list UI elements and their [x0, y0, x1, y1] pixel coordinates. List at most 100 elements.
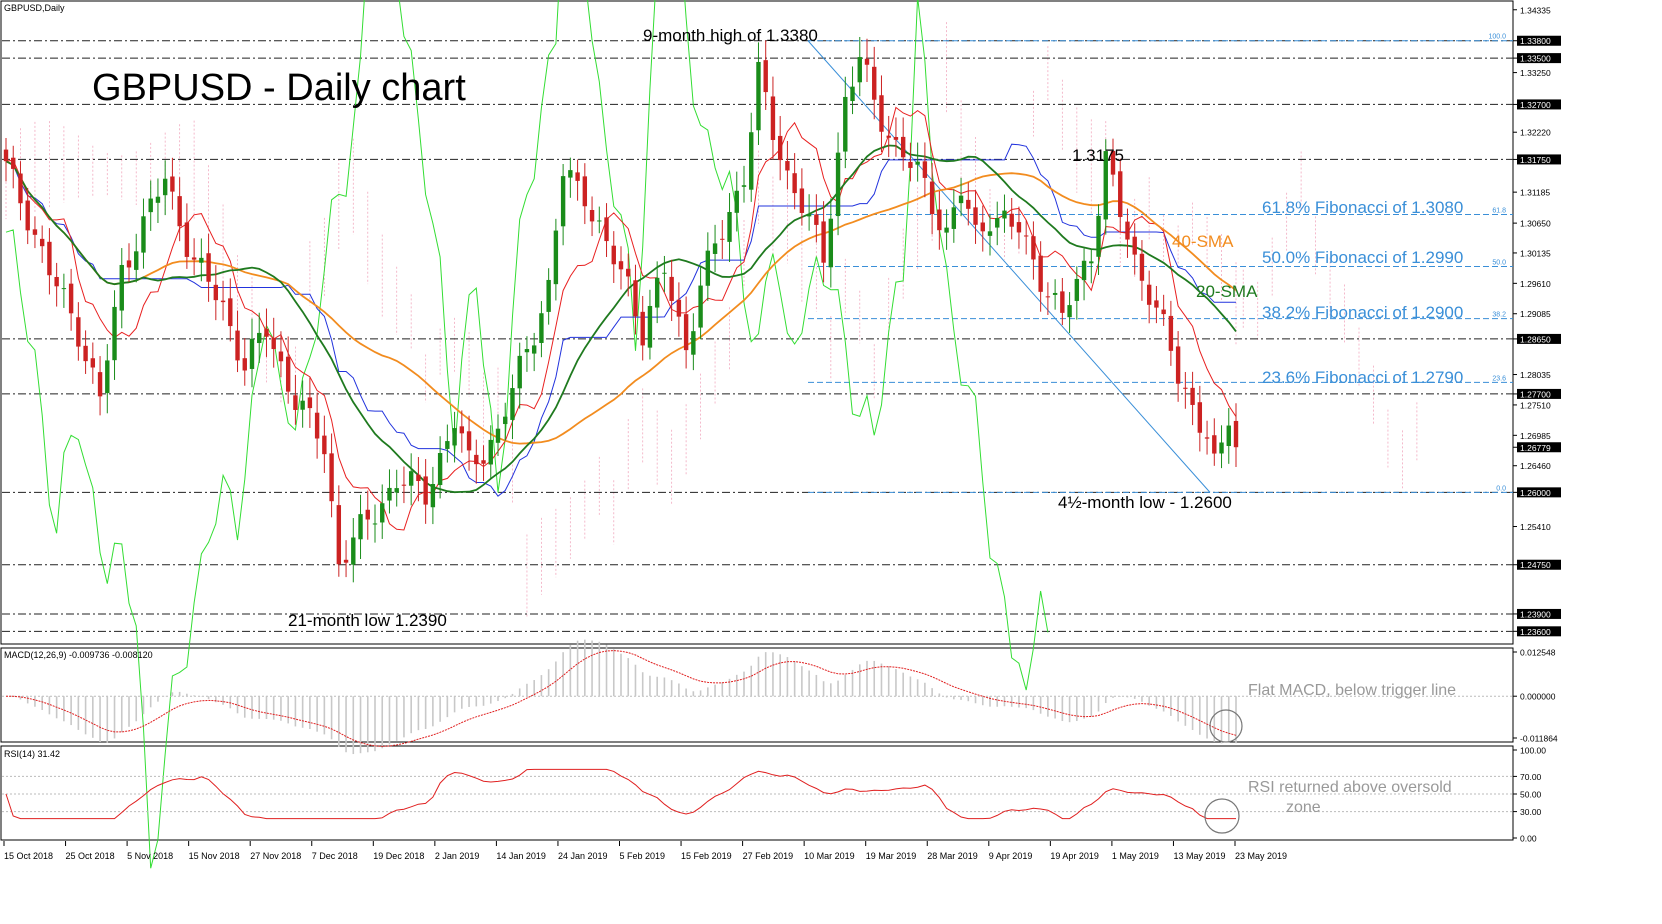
candle-body [191, 257, 197, 260]
candle-body [1154, 300, 1159, 308]
price-tick-label: 1.34335 [1520, 5, 1551, 15]
price-tick-label: 1.26985 [1520, 431, 1551, 441]
date-tick-label: 19 Dec 2018 [373, 851, 424, 861]
candle-body [850, 86, 855, 102]
candle-body [1081, 260, 1087, 281]
candle-body [1132, 236, 1137, 255]
candle-body [908, 161, 913, 168]
candle-body [1009, 213, 1014, 227]
candle-body [539, 313, 544, 343]
candle-body [329, 453, 334, 502]
candle-body [481, 460, 486, 464]
candle-body [922, 161, 928, 178]
candle-body [1031, 236, 1036, 260]
candle-body [676, 299, 682, 317]
candle-body [937, 209, 942, 231]
macd-panel-frame [0, 647, 1514, 743]
chart-title: GBPUSD - Daily chart [92, 67, 466, 109]
candle-body [944, 227, 949, 233]
date-tick-label: 28 Mar 2019 [927, 851, 978, 861]
candle-body [980, 222, 985, 232]
candle-body [285, 356, 291, 392]
candle-body [575, 172, 580, 181]
candle-body [568, 170, 573, 178]
candle-body [90, 358, 96, 368]
candle-body [734, 190, 739, 213]
macd-note: Flat MACD, below trigger line [1248, 682, 1456, 699]
candle-body [1118, 171, 1123, 217]
fib618-label: 61.8% Fibonacci of 1.3080 [1262, 198, 1463, 217]
candle-body [1052, 292, 1058, 295]
candle-body [929, 181, 935, 215]
sma40-label: 40-SMA [1172, 232, 1234, 251]
candle-body [727, 212, 732, 242]
candle-body [1146, 284, 1152, 305]
candle-body [958, 195, 964, 204]
candle-body [879, 95, 884, 132]
rsi-highlight-circle [1204, 798, 1240, 834]
candle-body [893, 137, 899, 140]
candle-body [155, 196, 161, 203]
price-tick-label: 1.32700 [1520, 100, 1551, 110]
candle-body [1067, 305, 1072, 318]
date-tick-label: 23 May 2019 [1235, 851, 1287, 861]
candle-body [806, 214, 812, 217]
fib-pct-label: 0.0 [1496, 485, 1506, 492]
candle-body [162, 178, 168, 196]
macd-panel: 0.012548 0.000000 -0.011864 [2, 639, 1558, 755]
candle-body [459, 426, 465, 434]
candle-body [76, 317, 81, 347]
candle-body [691, 331, 696, 355]
candle-body [915, 161, 920, 165]
price-tag-box [1517, 608, 1561, 619]
candle-body [1125, 221, 1130, 240]
candle-body [749, 132, 754, 190]
candle-body [242, 358, 247, 371]
candle-body [380, 503, 385, 523]
candle-body [430, 483, 436, 508]
price-tick-label: 1.29610 [1520, 279, 1551, 289]
candle-body [394, 488, 399, 493]
candle-body [1175, 346, 1181, 384]
price-tag-box [1517, 626, 1561, 637]
price-tick-label: 1.24750 [1520, 560, 1551, 570]
date-tick-label: 9 Apr 2019 [989, 851, 1033, 861]
candle-body [560, 176, 566, 227]
candle-body [112, 306, 117, 361]
macd-highlight-circle [1209, 709, 1243, 743]
price-tick-label: 1.33500 [1520, 54, 1551, 64]
macd-tick-label: -0.011864 [1520, 734, 1558, 744]
fib-pct-label: 50.0 [1492, 260, 1506, 267]
candle-body [148, 198, 153, 213]
price-tick-label: 1.26000 [1520, 488, 1551, 498]
price-tick-label: 1.27510 [1520, 400, 1551, 410]
candle-body [611, 245, 616, 265]
price-tag-box [1517, 559, 1561, 570]
candle-body [11, 157, 16, 169]
date-tick-label: 5 Feb 2019 [620, 851, 666, 861]
date-tick-label: 10 Mar 2019 [804, 851, 855, 861]
candle-body [1233, 420, 1239, 448]
candle-body [864, 58, 870, 65]
candle-body [257, 332, 262, 344]
candle-body [705, 250, 711, 286]
date-tick-label: 7 Dec 2018 [312, 851, 358, 861]
candle-body [351, 537, 356, 565]
candle-body [503, 416, 508, 425]
candle-body [1023, 235, 1029, 237]
price-tag-box [1517, 388, 1561, 399]
fib-pct-label: 61.8 [1492, 207, 1506, 214]
candle-body [872, 66, 877, 100]
price-tick-label: 1.29085 [1520, 309, 1551, 319]
candle-body [1060, 291, 1065, 313]
candle-body [61, 288, 67, 290]
rsi-panel-frame [0, 745, 1514, 841]
symbol-label: GBPUSD,Daily [4, 3, 65, 13]
candle-body [264, 328, 269, 337]
candle-body [83, 345, 88, 362]
candle-body [68, 283, 74, 314]
candle-body [300, 400, 305, 410]
candle-body [1183, 387, 1188, 389]
